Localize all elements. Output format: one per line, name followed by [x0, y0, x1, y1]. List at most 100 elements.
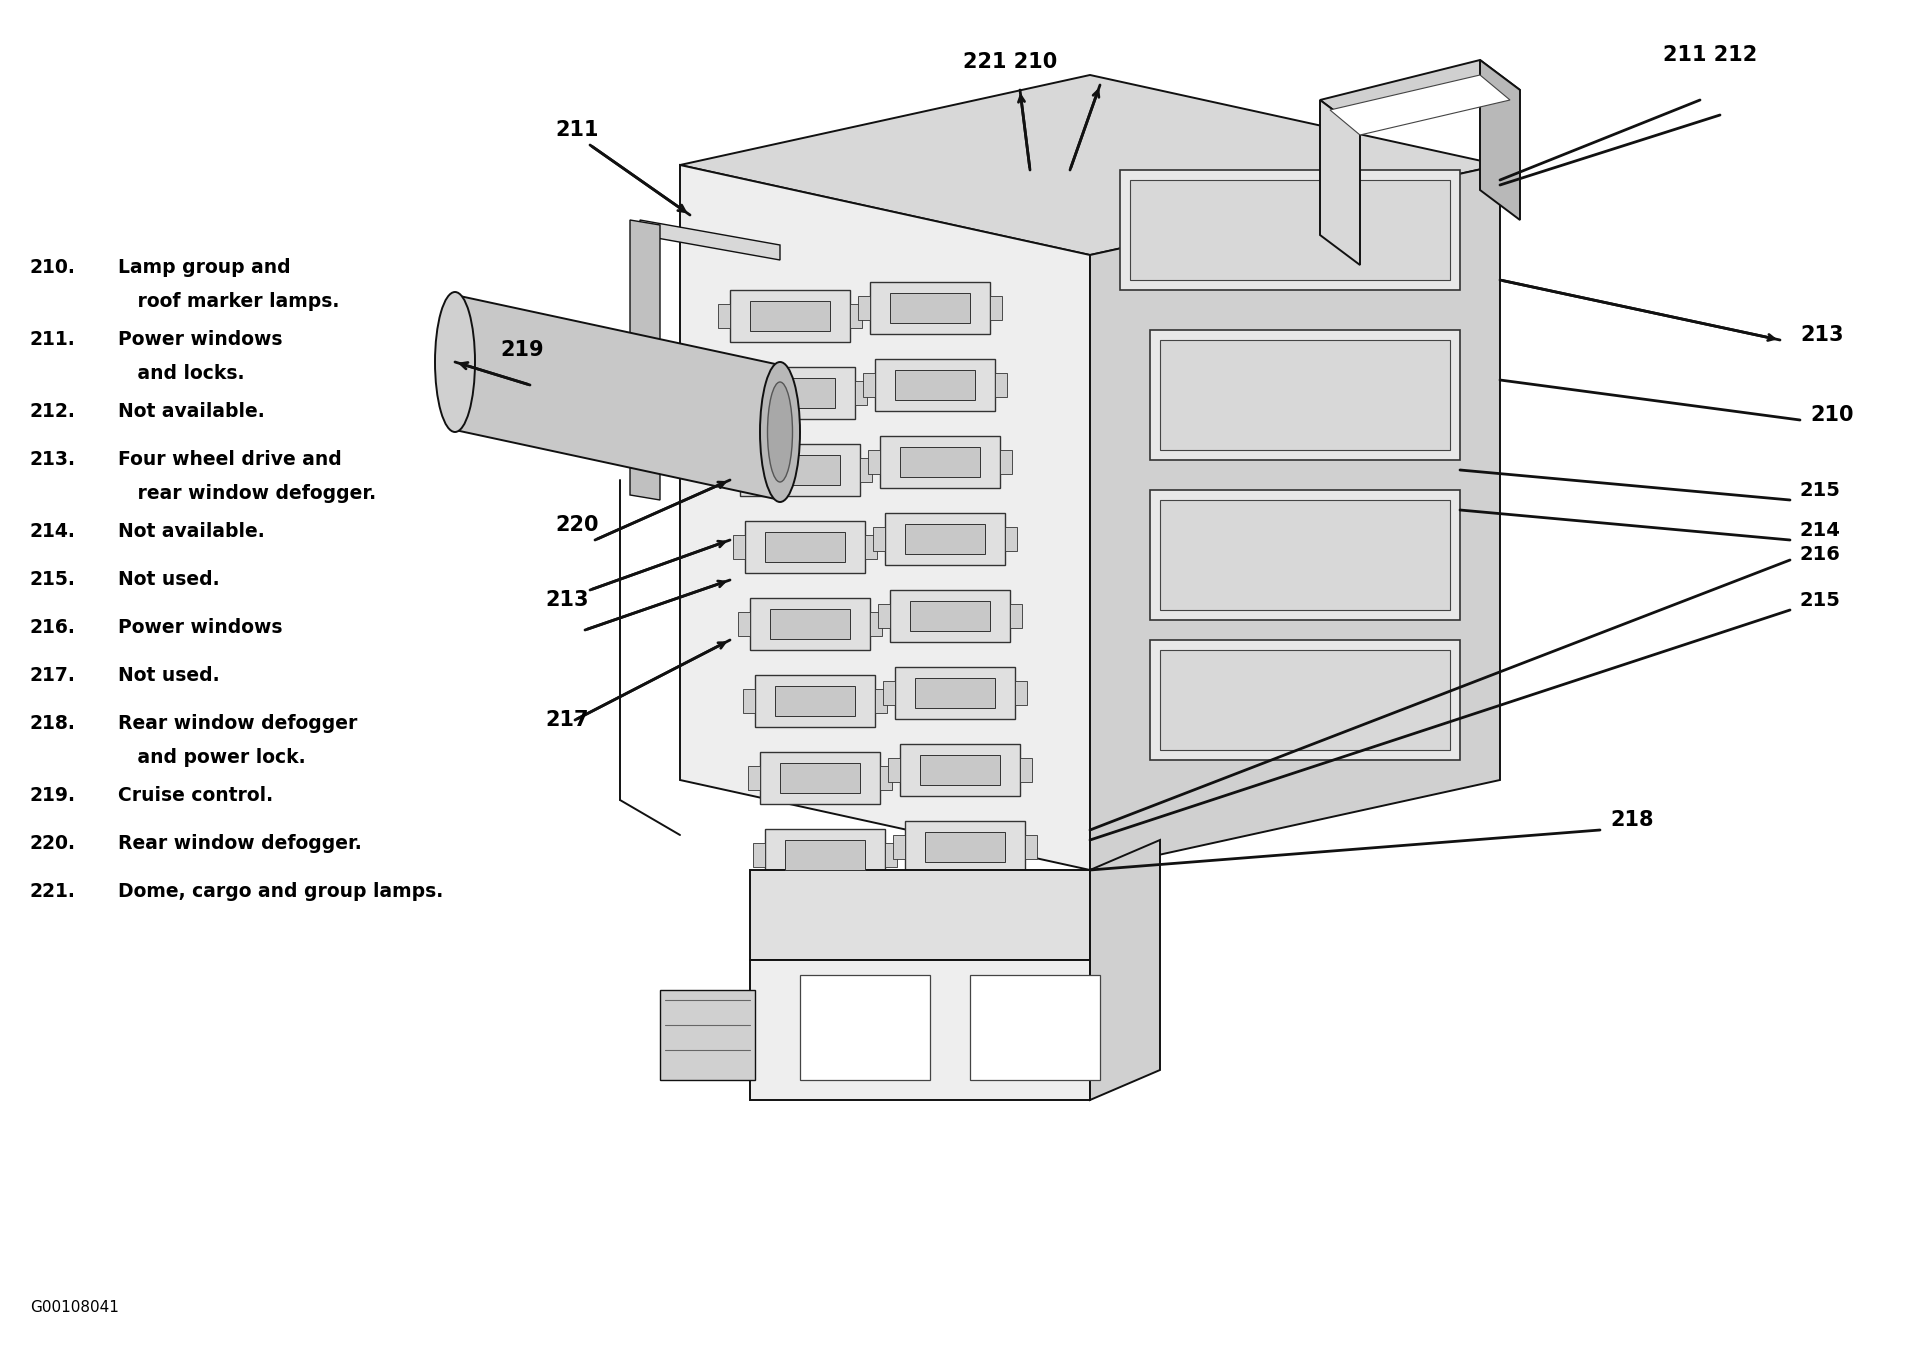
Polygon shape	[1000, 450, 1012, 474]
Polygon shape	[895, 667, 1015, 719]
Polygon shape	[909, 601, 989, 630]
Text: Cruise control.: Cruise control.	[118, 787, 272, 806]
Text: 215: 215	[1798, 481, 1840, 500]
Polygon shape	[878, 603, 890, 628]
Text: 213.: 213.	[30, 450, 76, 469]
Polygon shape	[1019, 758, 1031, 783]
Text: Four wheel drive and: Four wheel drive and	[118, 450, 341, 469]
Text: 211: 211	[554, 120, 598, 140]
Text: 218.: 218.	[30, 714, 76, 733]
Polygon shape	[745, 521, 865, 572]
Polygon shape	[718, 304, 730, 329]
Text: Not available.: Not available.	[118, 523, 265, 541]
Text: 217: 217	[545, 710, 589, 730]
Polygon shape	[752, 843, 764, 867]
Polygon shape	[631, 220, 659, 500]
Polygon shape	[882, 682, 895, 704]
Ellipse shape	[434, 292, 474, 432]
Text: 216.: 216.	[30, 618, 76, 637]
Text: Not used.: Not used.	[118, 665, 219, 686]
Polygon shape	[884, 513, 1004, 564]
Polygon shape	[735, 366, 855, 419]
Polygon shape	[874, 690, 886, 713]
Polygon shape	[760, 455, 840, 485]
Polygon shape	[1160, 651, 1450, 750]
Text: 213: 213	[545, 590, 589, 610]
Polygon shape	[455, 295, 779, 500]
Polygon shape	[867, 450, 880, 474]
Polygon shape	[640, 220, 779, 260]
Text: Dome, cargo and group lamps.: Dome, cargo and group lamps.	[118, 882, 444, 901]
Polygon shape	[1478, 61, 1518, 220]
Text: and locks.: and locks.	[118, 364, 244, 383]
Polygon shape	[884, 843, 897, 867]
Text: 211.: 211.	[30, 330, 76, 349]
Polygon shape	[722, 381, 735, 405]
Polygon shape	[924, 832, 1004, 862]
Polygon shape	[1015, 682, 1027, 704]
Text: 219: 219	[499, 339, 543, 360]
Text: 220.: 220.	[30, 834, 76, 853]
Text: 215: 215	[1798, 590, 1840, 609]
Polygon shape	[1160, 500, 1450, 610]
Text: 215.: 215.	[30, 570, 76, 589]
Polygon shape	[764, 828, 884, 881]
Polygon shape	[754, 675, 874, 727]
Polygon shape	[895, 370, 975, 400]
Polygon shape	[869, 282, 989, 334]
Text: 220: 220	[554, 515, 598, 535]
Polygon shape	[914, 678, 994, 709]
Polygon shape	[1149, 330, 1459, 459]
Polygon shape	[749, 598, 869, 651]
Text: 212.: 212.	[30, 401, 76, 422]
Polygon shape	[893, 835, 905, 859]
Polygon shape	[775, 686, 855, 717]
Polygon shape	[1330, 75, 1509, 135]
Polygon shape	[1149, 640, 1459, 760]
Polygon shape	[890, 590, 1010, 643]
Text: Rear window defogger: Rear window defogger	[118, 714, 358, 733]
Ellipse shape	[768, 383, 792, 482]
Polygon shape	[880, 766, 892, 789]
Polygon shape	[859, 458, 872, 482]
Text: 221 210: 221 210	[962, 53, 1057, 71]
Polygon shape	[749, 870, 1090, 960]
Text: 214.: 214.	[30, 523, 76, 541]
Text: rear window defogger.: rear window defogger.	[118, 484, 375, 502]
Polygon shape	[1090, 164, 1499, 870]
Polygon shape	[1004, 527, 1017, 551]
Polygon shape	[863, 373, 874, 397]
Polygon shape	[1120, 170, 1459, 290]
Polygon shape	[920, 756, 1000, 785]
Polygon shape	[1160, 339, 1450, 450]
Polygon shape	[994, 373, 1006, 397]
Polygon shape	[770, 609, 850, 638]
Polygon shape	[899, 744, 1019, 796]
Polygon shape	[899, 447, 979, 477]
Polygon shape	[874, 360, 994, 411]
Text: G00108041: G00108041	[30, 1300, 118, 1315]
Polygon shape	[905, 524, 985, 554]
Polygon shape	[730, 290, 850, 342]
Text: 218: 218	[1610, 810, 1654, 830]
Text: Not used.: Not used.	[118, 570, 219, 589]
Polygon shape	[1130, 180, 1450, 280]
Polygon shape	[760, 752, 880, 804]
Polygon shape	[739, 445, 859, 496]
Polygon shape	[737, 612, 749, 636]
Polygon shape	[749, 960, 1090, 1100]
Polygon shape	[743, 690, 754, 713]
Text: 219.: 219.	[30, 787, 76, 806]
Polygon shape	[1149, 490, 1459, 620]
Text: 213: 213	[1798, 325, 1842, 345]
Polygon shape	[872, 527, 884, 551]
Text: Lamp group and: Lamp group and	[118, 259, 290, 277]
Polygon shape	[1090, 841, 1160, 1100]
Text: 216: 216	[1798, 546, 1840, 564]
Text: Power windows: Power windows	[118, 618, 282, 637]
Polygon shape	[890, 294, 970, 323]
Polygon shape	[989, 296, 1002, 321]
Polygon shape	[1010, 603, 1021, 628]
Text: 217.: 217.	[30, 665, 76, 686]
Text: Not available.: Not available.	[118, 401, 265, 422]
